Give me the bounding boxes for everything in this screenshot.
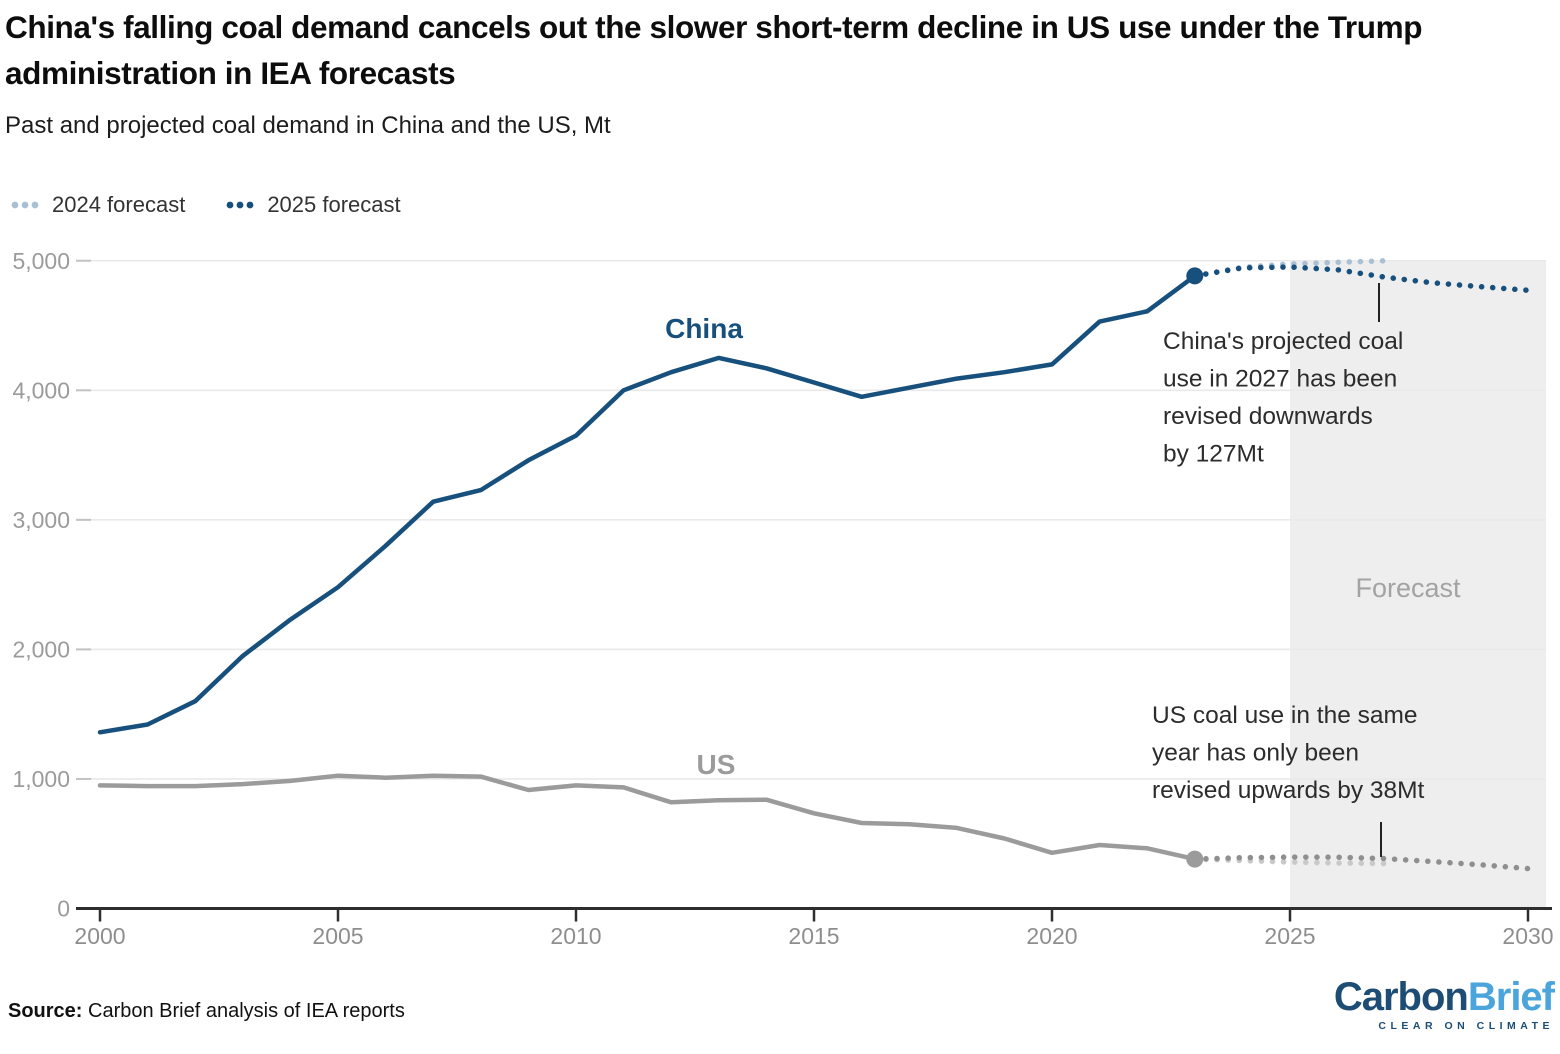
forecast-region	[1290, 260, 1546, 907]
annotation-line-us: US coal use in the same	[1152, 702, 1418, 729]
forecast-region-label: Forecast	[1355, 573, 1461, 603]
x-axis-label: 2010	[550, 923, 601, 949]
carbonbrief-logo: CarbonBrief CLEAR ON CLIMATE	[1333, 975, 1555, 1032]
y-axis-label: 1,000	[12, 766, 70, 792]
source-label: Source:	[8, 1000, 83, 1022]
source-note: Source: Carbon Brief analysis of IEA rep…	[8, 1000, 405, 1023]
endpoint-marker-us	[1186, 850, 1204, 868]
source-text: Carbon Brief analysis of IEA reports	[88, 1000, 405, 1022]
logo-wordmark: CarbonBrief	[1333, 975, 1555, 1019]
annotation-line-us: revised upwards by 38Mt	[1152, 777, 1425, 804]
chart-area: 0 1,000 2,000 3,000 4,000 5,000 2000 2005 2010 20…	[0, 240, 1560, 985]
page-title: China's falling coal demand cancels out …	[5, 9, 1423, 91]
annotation-line-china: by 127Mt	[1163, 441, 1264, 468]
logo-carbon: Carbon	[1333, 975, 1469, 1019]
legend-item-2025-forecast: 2025 forecast	[225, 192, 401, 218]
annotation-line-us: year has only been	[1152, 740, 1359, 767]
x-axis-label: 2025	[1264, 923, 1315, 949]
y-axis-label: 4,000	[12, 377, 70, 403]
y-axis-label: 0	[57, 896, 70, 922]
legend-label: 2025 forecast	[267, 192, 401, 217]
series-inline-label-china: China	[665, 313, 743, 344]
dotted-line-icon-2025	[226, 201, 254, 209]
series-china-2025-forecast	[1192, 264, 1531, 294]
series-us-2025-forecast	[1192, 854, 1531, 872]
y-axis-label: 3,000	[12, 507, 70, 533]
annotation-line-china: use in 2027 has been	[1163, 366, 1397, 393]
logo-brief: Brief	[1467, 975, 1555, 1019]
annotation-line-china: revised downwards	[1163, 403, 1373, 430]
coal-demand-line-chart: 0 1,000 2,000 3,000 4,000 5,000 2000 2005 2010 20…	[12, 248, 1553, 949]
legend-item-2024-forecast: 2024 forecast	[10, 192, 185, 218]
x-axis-label: 2020	[1026, 923, 1077, 949]
x-axis-label: 2030	[1502, 923, 1553, 949]
legend-label: 2024 forecast	[52, 192, 186, 217]
series-inline-label-us: US	[697, 749, 736, 780]
y-axis-label: 5,000	[12, 248, 70, 274]
logo-tagline: CLEAR ON CLIMATE	[1378, 1020, 1554, 1032]
x-axis-label: 2005	[312, 923, 363, 949]
annotation-line-china: China's projected coal	[1163, 328, 1403, 355]
dotted-line-icon-2024	[11, 201, 39, 209]
endpoint-marker-china	[1186, 267, 1204, 285]
x-axis-label: 2000	[74, 923, 125, 949]
series-china	[97, 273, 1198, 735]
y-axis-label: 2,000	[12, 636, 70, 662]
legend: 2024 forecast 2025 forecast	[10, 192, 401, 218]
x-axis-label: 2015	[788, 923, 839, 949]
series-us	[97, 773, 1198, 862]
page-subtitle: Past and projected coal demand in China …	[5, 112, 611, 139]
